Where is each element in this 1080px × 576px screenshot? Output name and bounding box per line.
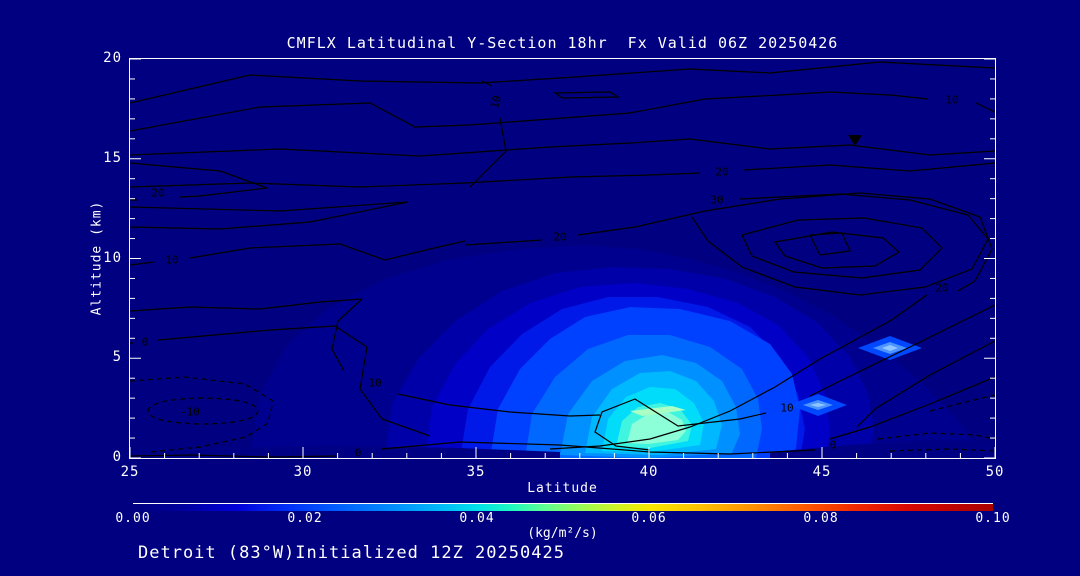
x-axis-title: Latitude [527, 481, 598, 496]
colorbar-gradient [133, 503, 993, 511]
x-tick-label: 40 [639, 464, 659, 480]
contour-label: 10 [368, 377, 381, 390]
x-tick-label: 25 [120, 464, 140, 480]
colorbar-tick-label: 0.04 [459, 511, 495, 526]
contour-label: 10 [488, 94, 504, 110]
x-tick-label: 30 [293, 464, 313, 480]
y-tick-label: 10 [103, 249, 122, 266]
contour-label: -10 [180, 406, 200, 419]
contour-label: 10 [945, 94, 958, 107]
colorbar-tick-label: 0.08 [803, 511, 839, 526]
contour-label: 20 [935, 282, 948, 295]
colorbar-tick-label: 0.10 [975, 511, 1011, 526]
x-tick-label: 45 [812, 464, 832, 480]
plot-frame: 20 10 0 -10 10 10 20 20 30 20 10 0 10 0 [129, 58, 996, 459]
y-tick-label: 15 [103, 149, 122, 166]
contour-label: 10 [165, 254, 178, 267]
colorbar-unit-label: (kg/m²/s) [527, 526, 598, 541]
x-tick-label: 50 [985, 464, 1005, 480]
footer-annotation: Detroit (83°W)Initialized 12Z 20250425 [138, 543, 565, 563]
contour-label: 30 [710, 194, 723, 207]
contour-label: 20 [553, 231, 566, 244]
contour-plot-svg: 20 10 0 -10 10 10 20 20 30 20 10 0 10 0 [130, 59, 995, 458]
colorbar-tick-label: 0.00 [115, 511, 151, 526]
contour-label: 0 [142, 336, 149, 349]
contour-label: 20 [715, 166, 728, 179]
x-tick-label: 35 [466, 464, 486, 480]
contour-label: 0 [830, 439, 837, 452]
y-tick-label: 5 [112, 349, 122, 366]
contour-label: 0 [355, 447, 362, 459]
plot-title: CMFLX Latitudinal Y-Section 18hr Fx Vali… [286, 34, 839, 52]
contour-label: 10 [780, 402, 793, 415]
y-tick-label: 0 [112, 449, 122, 465]
y-tick-label: 20 [103, 50, 122, 66]
colorbar-tick-label: 0.06 [631, 511, 667, 526]
contour-label: 20 [151, 187, 164, 200]
colorbar-tick-label: 0.02 [287, 511, 323, 526]
